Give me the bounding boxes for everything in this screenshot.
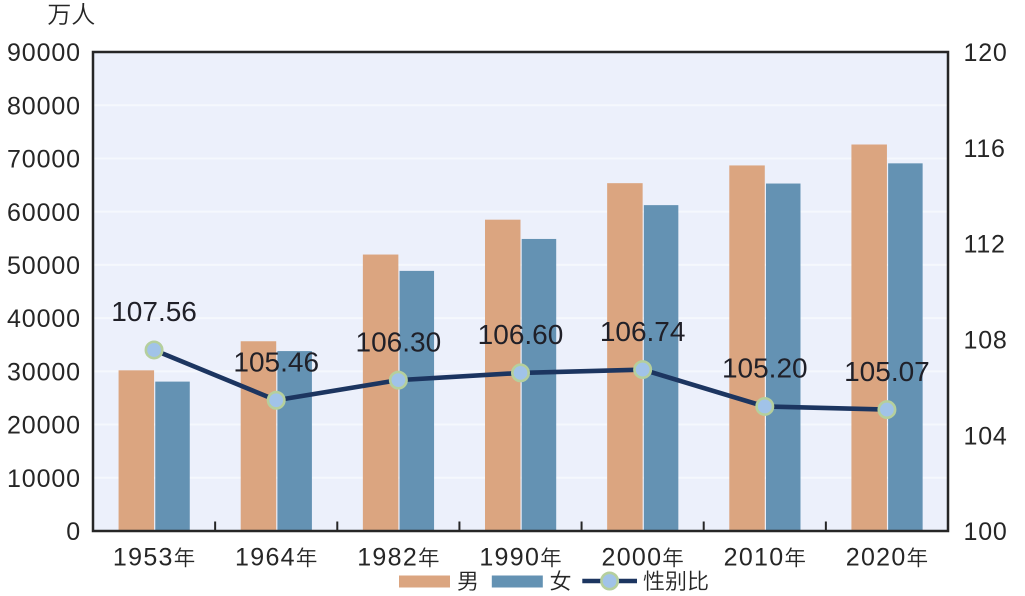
svg-text:106.30: 106.30 <box>356 326 442 357</box>
svg-text:80000: 80000 <box>7 92 81 120</box>
svg-text:1982: 1982 <box>357 544 418 572</box>
svg-text:50000: 50000 <box>7 252 81 280</box>
svg-text:105.20: 105.20 <box>722 353 808 384</box>
svg-text:2020: 2020 <box>846 544 907 572</box>
svg-text:30000: 30000 <box>7 358 81 386</box>
svg-text:105.07: 105.07 <box>844 356 930 387</box>
svg-text:90000: 90000 <box>7 39 81 67</box>
svg-text:70000: 70000 <box>7 146 81 174</box>
svg-text:60000: 60000 <box>7 199 81 227</box>
svg-text:10000: 10000 <box>7 465 81 493</box>
svg-text:40000: 40000 <box>7 305 81 333</box>
svg-text:107.56: 107.56 <box>111 296 197 327</box>
svg-text:2000: 2000 <box>601 544 662 572</box>
svg-text:1953: 1953 <box>113 544 174 572</box>
svg-text:0: 0 <box>66 518 81 546</box>
svg-text:2010: 2010 <box>724 544 785 572</box>
svg-text:104: 104 <box>964 422 1008 450</box>
svg-text:116: 116 <box>964 135 1006 163</box>
svg-text:120: 120 <box>964 39 1008 67</box>
svg-text:20000: 20000 <box>7 412 81 440</box>
svg-text:112: 112 <box>964 231 1006 259</box>
svg-text:1964: 1964 <box>235 544 296 572</box>
svg-text:106.60: 106.60 <box>478 319 564 350</box>
svg-text:1990: 1990 <box>479 544 540 572</box>
svg-text:100: 100 <box>964 518 1008 546</box>
svg-text:106.74: 106.74 <box>600 316 686 347</box>
svg-text:105.46: 105.46 <box>233 346 319 377</box>
svg-text:108: 108 <box>964 327 1008 355</box>
